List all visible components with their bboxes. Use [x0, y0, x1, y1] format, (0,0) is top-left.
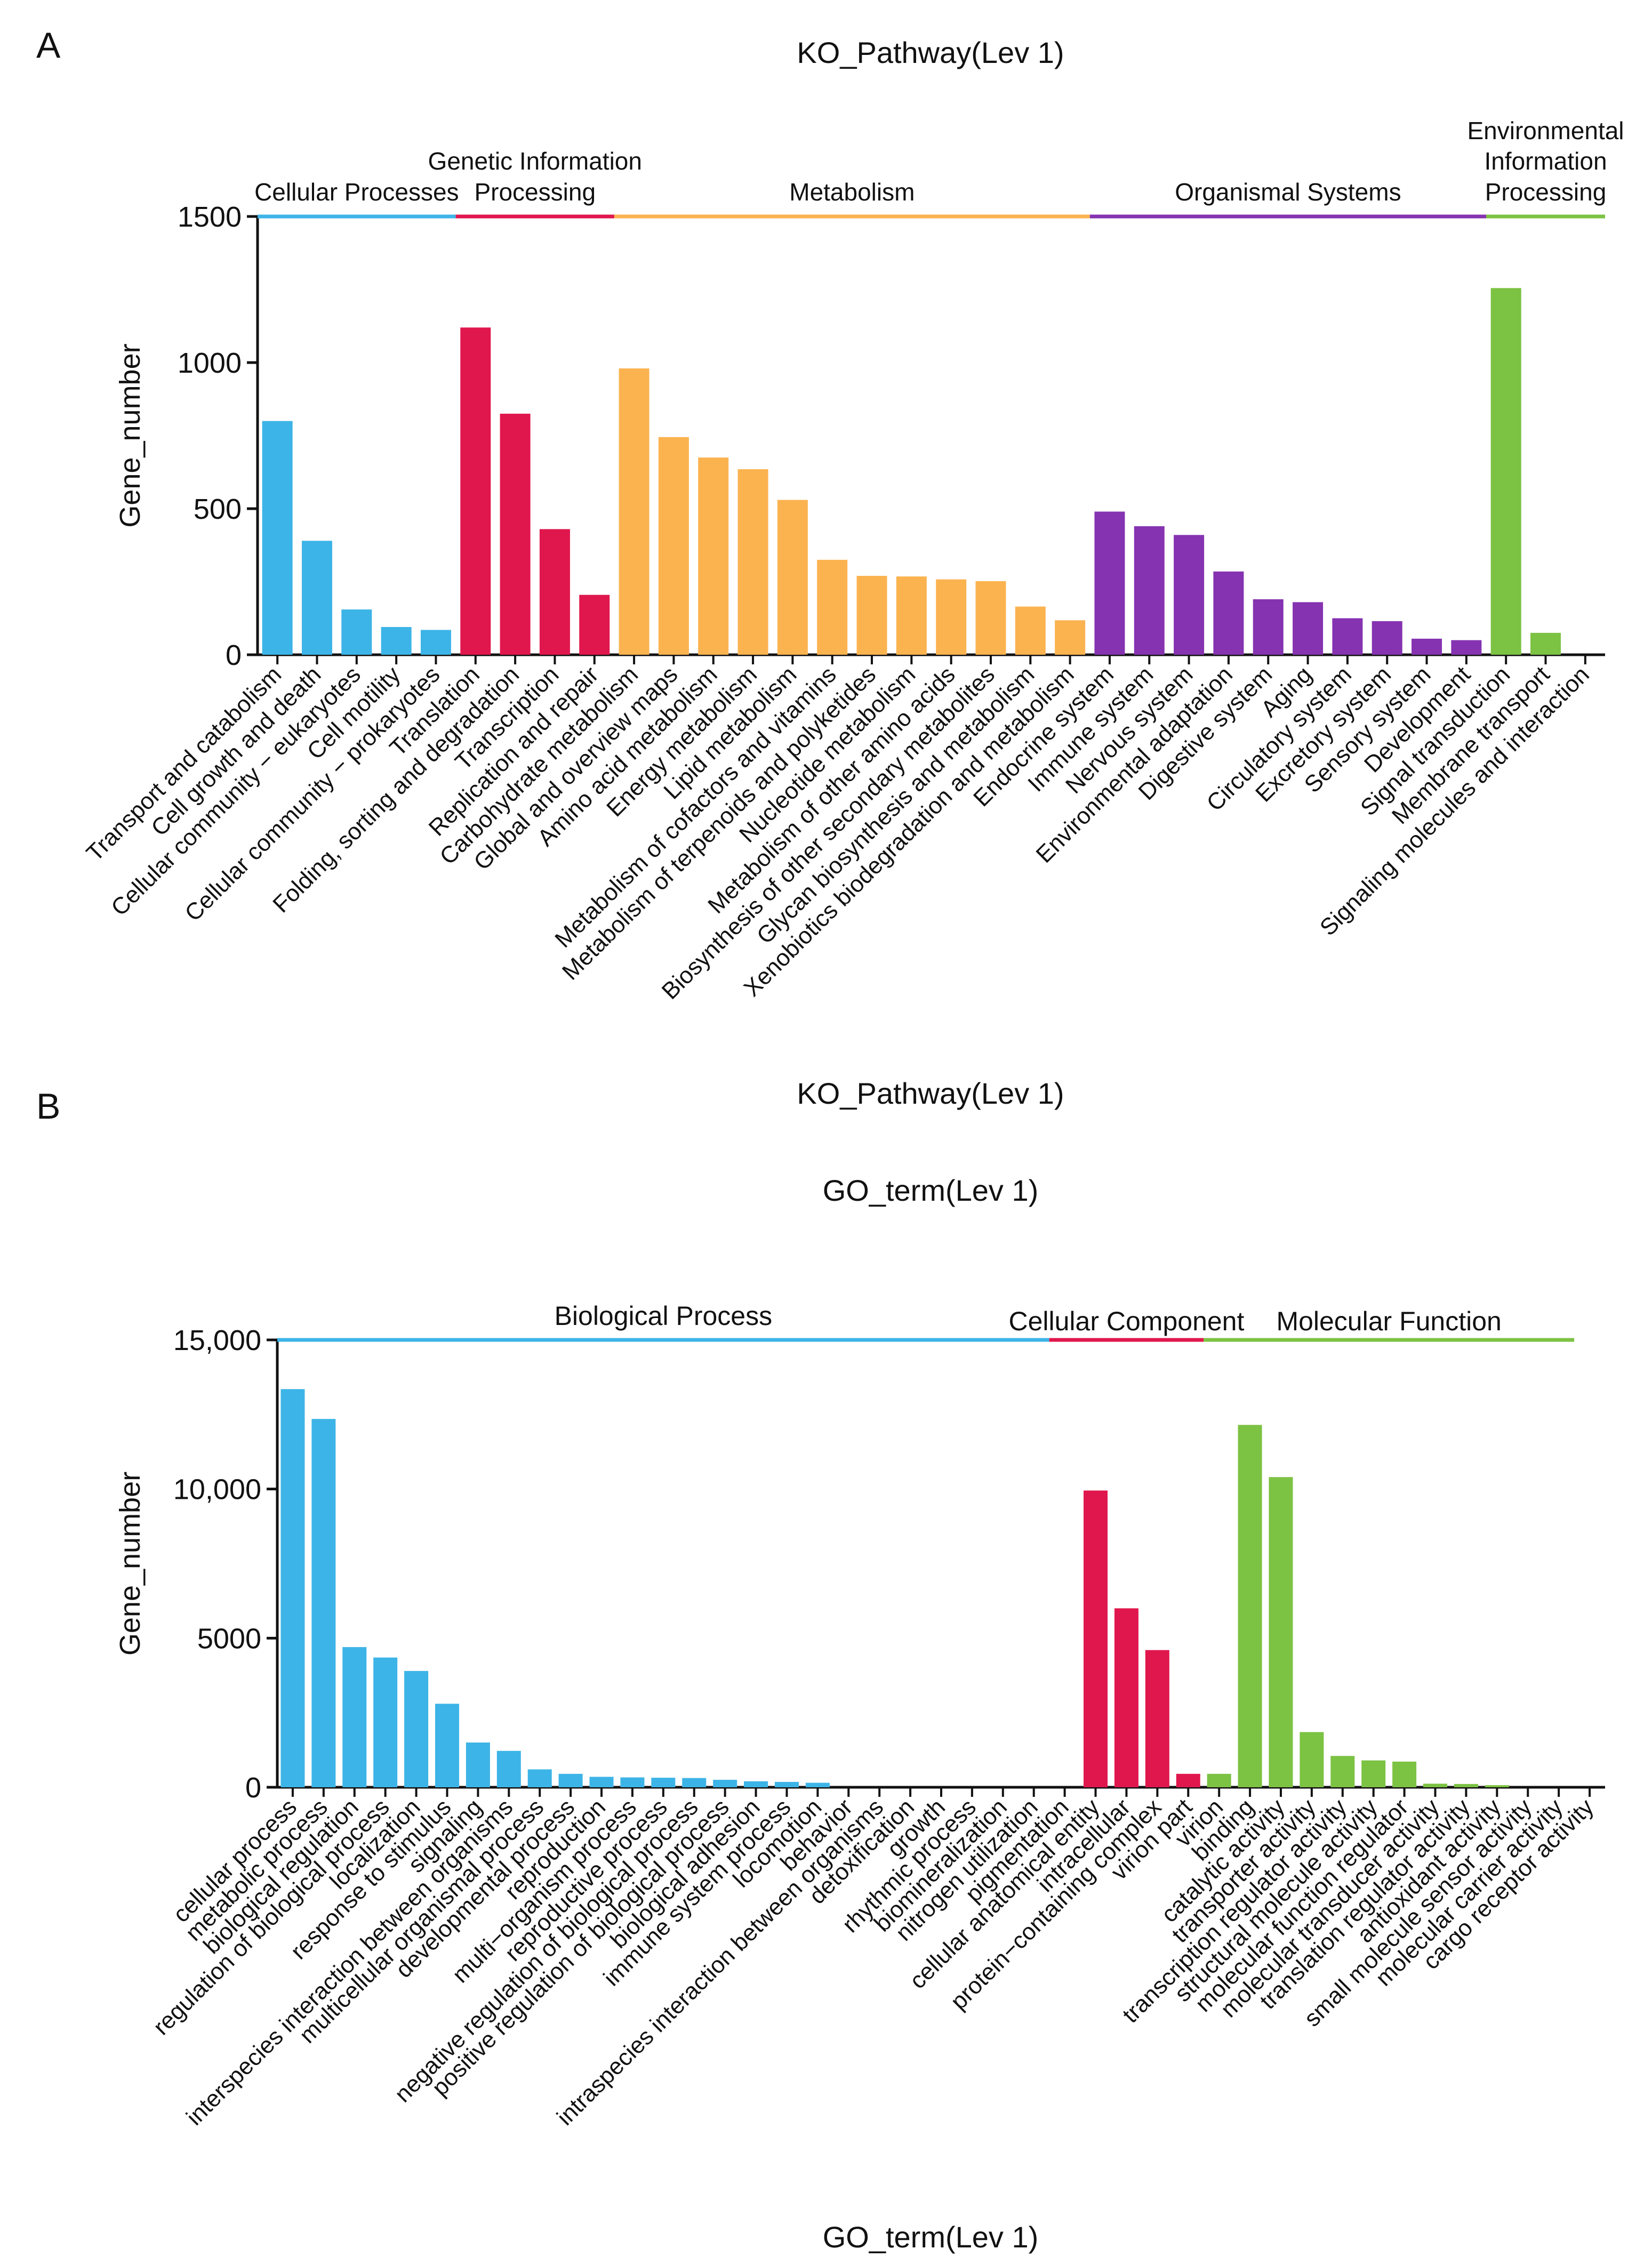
bar-transcription-regulator-activity: [1330, 1756, 1355, 1787]
bar-digestive-system: [1253, 599, 1284, 655]
group-label-genetic-information-processing: Processing: [474, 178, 596, 206]
bar-excretory-system: [1372, 621, 1402, 655]
bar-interspecies-interaction-between-organisms: [496, 1750, 521, 1787]
y-axis-title: Gene_number: [114, 1472, 146, 1656]
y-tick-label: 5000: [197, 1623, 261, 1654]
y-axis-title: Gene_number: [114, 343, 146, 527]
bar-locomotion: [805, 1782, 830, 1787]
group-label-biological-process: Biological Process: [555, 1301, 773, 1331]
panel-a-title: KO_Pathway(Lev 1): [797, 36, 1064, 69]
y-tick-label: 500: [194, 493, 242, 525]
panel-b-title: GO_term(Lev 1): [823, 1174, 1039, 1207]
bar-protein-containing-complex: [1145, 1650, 1169, 1787]
bar-environmental-adaptation: [1213, 571, 1244, 655]
y-tick-label: 10,000: [173, 1474, 261, 1506]
group-label-cellular-component: Cellular Component: [1008, 1306, 1244, 1336]
group-label-genetic-information-processing: Genetic Information: [428, 147, 642, 175]
bar-molecular-function-regulator: [1392, 1761, 1417, 1787]
panel-a: A KO_Pathway(Lev 1) KO_Pathway(Lev 1): [36, 25, 1064, 1110]
bar-endocrine-system: [1094, 511, 1125, 655]
bar-reproduction: [589, 1777, 614, 1787]
group-label-cellular-processes: Cellular Processes: [254, 178, 459, 206]
bar-global-and-overview-maps: [658, 437, 689, 655]
bar-translation: [460, 327, 491, 655]
bar-amino-acid-metabolism: [698, 457, 729, 655]
bar-catalytic-activity: [1269, 1477, 1293, 1787]
bar-structural-molecule-activity: [1361, 1760, 1386, 1787]
bar-intracellular: [1114, 1608, 1138, 1787]
bar-cellular-anatomical-entity: [1084, 1490, 1108, 1787]
bar-signal-transduction: [1490, 288, 1521, 655]
bar-localization: [404, 1670, 429, 1787]
y-tick-label: 15,000: [173, 1324, 261, 1356]
bar-translation-regulator-activity: [1454, 1784, 1478, 1787]
y-tick-label: 0: [245, 1772, 261, 1804]
bar-xenobiotics-biodegradation-and-metabolism: [1055, 620, 1086, 655]
bar-biological-regulation: [342, 1647, 367, 1787]
bar-nervous-system: [1174, 535, 1205, 655]
panel-b-x-title: GO_term(Lev 1): [823, 2220, 1039, 2254]
group-label-molecular-function: Molecular Function: [1276, 1306, 1501, 1336]
panel-a-x-title: KO_Pathway(Lev 1): [797, 1077, 1064, 1110]
bar-cell-growth-and-death: [301, 541, 332, 655]
group-label-environmental-information-processing: Environmental: [1467, 117, 1624, 144]
bar-molecular-transducer-activity: [1423, 1784, 1448, 1787]
bar-nucleotide-metabolism: [896, 576, 927, 655]
bar-carbohydrate-metabolism: [619, 368, 649, 655]
bar-glycan-biosynthesis-and-metabolism: [1015, 606, 1046, 655]
bar-energy-metabolism: [737, 469, 768, 655]
bar-metabolism-of-other-amino-acids: [936, 579, 967, 655]
bar-cellular-community-eukaryotes: [341, 609, 372, 655]
bar-metabolic-process: [311, 1419, 336, 1787]
bar-multicellular-organismal-process: [527, 1769, 552, 1787]
bar-regulation-of-biological-process: [373, 1657, 398, 1787]
bar-immune-system: [1134, 526, 1165, 655]
bar-transporter-activity: [1300, 1732, 1324, 1787]
bar-cellular-process: [280, 1389, 305, 1787]
bar-reproductive-process: [651, 1778, 676, 1787]
bar-cellular-community-prokaryotes: [420, 630, 451, 655]
bar-transport-and-catabolism: [262, 421, 293, 655]
bar-binding: [1238, 1425, 1262, 1787]
y-tick-label: 1000: [178, 347, 242, 379]
bar-sensory-system: [1412, 638, 1442, 655]
bar-membrane-transport: [1530, 632, 1561, 655]
bar-folding-sorting-and-degradation: [500, 413, 531, 655]
panel-b-letter: B: [36, 1086, 60, 1127]
bar-replication-and-repair: [579, 595, 610, 655]
bar-multi-organism-process: [620, 1777, 645, 1787]
group-label-organismal-systems: Organismal Systems: [1175, 178, 1401, 206]
bar-metabolism-of-terpenoids-and-polyketides: [856, 576, 887, 655]
bar-circulatory-system: [1332, 618, 1363, 655]
bar-developmental-process: [558, 1773, 583, 1787]
bar-response-to-stimulus: [435, 1704, 459, 1787]
y-tick-label: 0: [226, 639, 242, 671]
bar-antioxidant-activity: [1485, 1785, 1509, 1787]
bar-cell-motility: [381, 627, 412, 655]
bar-negative-regulation-of-biological-process: [682, 1778, 707, 1787]
group-label-environmental-information-processing: Processing: [1485, 178, 1607, 206]
y-tick-label: 1500: [178, 201, 242, 233]
bar-transcription: [539, 529, 570, 655]
bar-biological-adhesion: [744, 1781, 768, 1787]
bar-metabolism-of-cofactors-and-vitamins: [817, 559, 848, 655]
panel-b: B GO_term(Lev 1) GO_term(Lev 1): [36, 1086, 1038, 2254]
bar-signaling: [466, 1742, 490, 1787]
bar-virion-part: [1176, 1773, 1200, 1787]
bar-development: [1451, 640, 1482, 655]
chart-b: 0 5000 10,000 15,000 Gene_number Biological P…: [114, 1301, 1605, 2131]
chart-a: 0 500 1000 1500 Gene_number Cellular Processe…: [82, 117, 1624, 1005]
bar-lipid-metabolism: [777, 500, 808, 655]
bar-biosynthesis-of-other-secondary-metabolites: [975, 581, 1006, 655]
panel-a-letter: A: [36, 25, 61, 66]
bar-immune-system-process: [774, 1781, 799, 1787]
group-label-environmental-information-processing: Information: [1484, 147, 1607, 175]
bar-aging: [1293, 602, 1324, 655]
group-label-metabolism: Metabolism: [789, 178, 915, 206]
bar-virion: [1207, 1773, 1231, 1787]
bar-positive-regulation-of-biological-process: [713, 1780, 737, 1787]
